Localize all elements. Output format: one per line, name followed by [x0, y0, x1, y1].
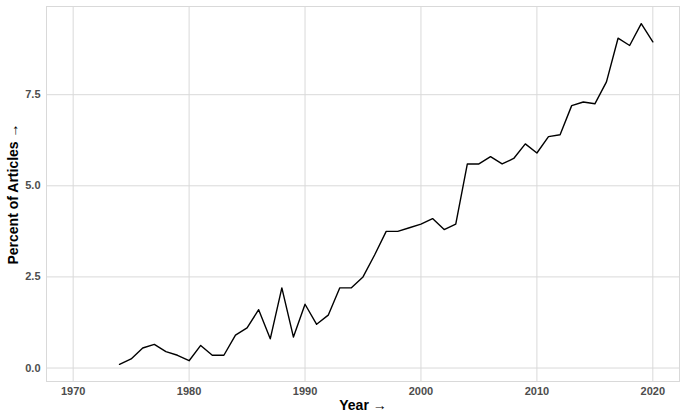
svg-text:1990: 1990 — [293, 385, 317, 397]
svg-text:5.0: 5.0 — [25, 179, 40, 191]
svg-text:2.5: 2.5 — [25, 270, 40, 282]
svg-text:0.0: 0.0 — [25, 362, 40, 374]
svg-text:2000: 2000 — [409, 385, 433, 397]
svg-text:2010: 2010 — [525, 385, 549, 397]
svg-text:Percent of Articles →: Percent of Articles → — [5, 123, 21, 264]
svg-text:Year →: Year → — [339, 397, 386, 413]
svg-text:1980: 1980 — [177, 385, 201, 397]
svg-text:1970: 1970 — [61, 385, 85, 397]
svg-text:7.5: 7.5 — [25, 88, 40, 100]
svg-text:2020: 2020 — [641, 385, 665, 397]
